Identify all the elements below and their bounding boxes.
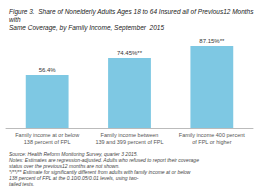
- svg-text:Figure 3. Share of Nonelderly: Figure 3. Share of Nonelderly Adults Age…: [9, 8, 255, 16]
- svg-text:status over the previous12 mon: status over the previous12 months are no…: [9, 163, 120, 169]
- svg-text:Family income at or below: Family income at or below: [15, 132, 79, 138]
- svg-text:Source: Health Reform Monitori: Source: Health Reform Monitoring Survey,…: [9, 151, 138, 157]
- svg-text:Family income 400 percent: Family income 400 percent: [179, 132, 246, 138]
- svg-text:tailed tests.: tailed tests.: [9, 181, 34, 187]
- svg-text:138 percent of FPL at the 0.10: 138 percent of FPL at the 0.10/0.05/0.01…: [9, 175, 139, 181]
- svg-text:56.4%: 56.4%: [39, 67, 57, 73]
- svg-text:139 and 399 percent of FPL: 139 and 399 percent of FPL: [95, 139, 163, 145]
- svg-text:Notes: Estimates are regressio: Notes: Estimates are regression-adjusted…: [9, 157, 201, 163]
- svg-text:87.15%**: 87.15%**: [199, 38, 225, 44]
- svg-text:with: with: [9, 16, 21, 23]
- svg-text:Family income between: Family income between: [101, 132, 159, 138]
- svg-text:of FPL or higher: of FPL or higher: [192, 139, 231, 145]
- svg-text:138 percent of FPL: 138 percent of FPL: [24, 139, 71, 145]
- svg-text:*/**/** Estimate for significa: */**/** Estimate for significantly diffe…: [9, 169, 192, 175]
- svg-text:Same Coverage, by Family Incom: Same Coverage, by Family Income, Septemb…: [9, 24, 164, 32]
- svg-text:74.45%**: 74.45%**: [117, 50, 143, 56]
